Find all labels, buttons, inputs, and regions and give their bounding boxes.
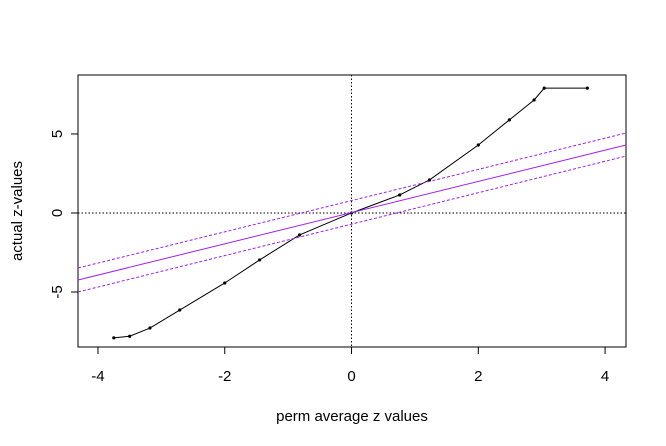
- x-axis-label: perm average z values: [276, 408, 428, 425]
- data-point: [532, 98, 536, 102]
- data-point: [258, 258, 262, 262]
- data-point: [585, 86, 589, 90]
- x-tick-label: -2: [218, 368, 231, 385]
- y-tick-label: 0: [49, 209, 66, 217]
- y-tick-label: 5: [49, 130, 66, 138]
- series-line: [77, 144, 627, 281]
- data-point: [398, 193, 402, 197]
- data-point: [128, 334, 132, 338]
- data-point: [178, 308, 182, 312]
- data-point: [476, 143, 480, 147]
- y-tick-label: -5: [49, 285, 66, 298]
- x-tick-label: -4: [91, 368, 104, 385]
- data-point: [112, 336, 116, 340]
- series-line: [77, 155, 627, 293]
- data-point: [148, 326, 152, 330]
- x-tick-label: 4: [601, 368, 609, 385]
- y-axis-label: actual z-values: [9, 161, 26, 261]
- x-tick-label: 0: [347, 368, 355, 385]
- data-point: [507, 118, 511, 122]
- data-point: [297, 233, 302, 237]
- data-point: [223, 281, 227, 285]
- x-tick-label: 2: [474, 368, 482, 385]
- data-point: [542, 86, 546, 90]
- series-line: [77, 132, 627, 269]
